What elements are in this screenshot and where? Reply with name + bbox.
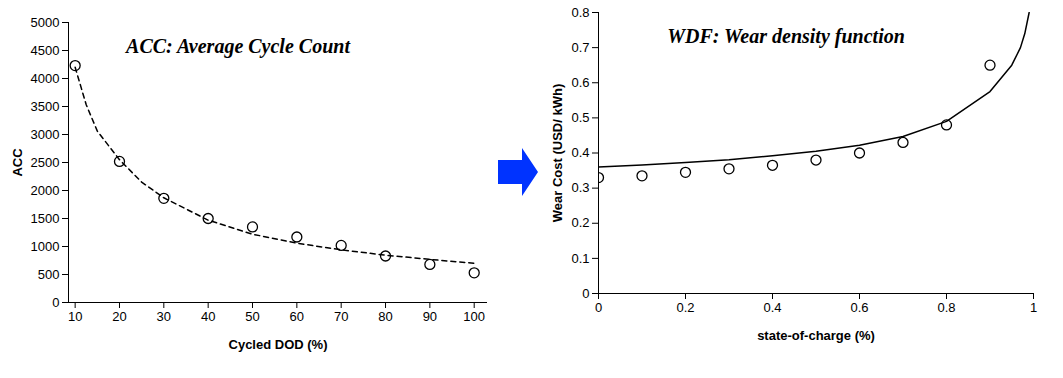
svg-text:100: 100 <box>463 309 485 324</box>
svg-text:500: 500 <box>38 267 60 282</box>
svg-text:5000: 5000 <box>31 15 60 30</box>
svg-text:0.7: 0.7 <box>571 40 589 55</box>
svg-text:state-of-charge (%): state-of-charge (%) <box>757 328 875 343</box>
svg-text:0.3: 0.3 <box>571 180 589 195</box>
svg-text:60: 60 <box>290 309 304 324</box>
svg-text:1500: 1500 <box>31 211 60 226</box>
svg-text:Cycled DOD (%): Cycled DOD (%) <box>229 337 328 352</box>
svg-text:10: 10 <box>68 309 82 324</box>
svg-text:Wear Cost (USD/ kWh): Wear Cost (USD/ kWh) <box>550 84 565 222</box>
svg-text:0.6: 0.6 <box>850 300 868 315</box>
svg-text:0.2: 0.2 <box>676 300 694 315</box>
svg-text:0.1: 0.1 <box>571 251 589 266</box>
svg-text:0.4: 0.4 <box>571 145 589 160</box>
svg-text:ACC: ACC <box>10 148 25 177</box>
svg-text:20: 20 <box>112 309 126 324</box>
svg-text:50: 50 <box>245 309 259 324</box>
svg-text:2500: 2500 <box>31 155 60 170</box>
svg-text:0: 0 <box>595 300 602 315</box>
svg-text:1: 1 <box>1030 300 1037 315</box>
svg-text:40: 40 <box>201 309 215 324</box>
svg-text:3500: 3500 <box>31 99 60 114</box>
svg-text:30: 30 <box>157 309 171 324</box>
svg-text:0.8: 0.8 <box>937 300 955 315</box>
svg-text:0.8: 0.8 <box>571 5 589 20</box>
svg-text:4500: 4500 <box>31 43 60 58</box>
svg-text:0: 0 <box>582 286 589 301</box>
svg-text:1000: 1000 <box>31 239 60 254</box>
svg-text:80: 80 <box>378 309 392 324</box>
svg-text:0: 0 <box>52 295 59 310</box>
svg-text:0.4: 0.4 <box>763 300 781 315</box>
svg-text:0.6: 0.6 <box>571 75 589 90</box>
svg-text:0.5: 0.5 <box>571 110 589 125</box>
svg-text:0.2: 0.2 <box>571 215 589 230</box>
svg-text:90: 90 <box>423 309 437 324</box>
svg-text:ACC: Average Cycle Count: ACC: Average Cycle Count <box>124 35 351 58</box>
svg-text:4000: 4000 <box>31 71 60 86</box>
svg-text:2000: 2000 <box>31 183 60 198</box>
svg-text:70: 70 <box>334 309 348 324</box>
svg-text:3000: 3000 <box>31 127 60 142</box>
svg-text:WDF: Wear density function: WDF: Wear density function <box>667 25 905 48</box>
